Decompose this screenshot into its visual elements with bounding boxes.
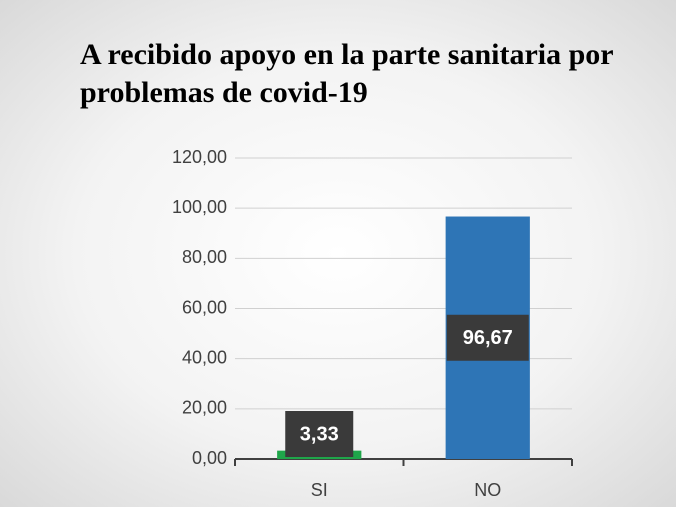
y-tick-label: 100,00 — [172, 197, 227, 217]
y-tick-label: 120,00 — [172, 147, 227, 167]
x-tick-label: NO — [474, 480, 501, 500]
value-label: 96,67 — [463, 327, 513, 349]
x-tick-label: SI — [311, 480, 328, 500]
y-tick-label: 80,00 — [182, 247, 227, 267]
y-tick-label: 0,00 — [192, 448, 227, 468]
y-tick-label: 40,00 — [182, 347, 227, 367]
value-label: 3,33 — [300, 423, 339, 445]
value-label-box — [446, 314, 529, 361]
y-tick-label: 20,00 — [182, 398, 227, 418]
y-tick-label: 60,00 — [182, 297, 227, 317]
value-label-box — [285, 411, 354, 457]
chart-title: A recibido apoyo en la parte sanitaria p… — [80, 38, 614, 109]
